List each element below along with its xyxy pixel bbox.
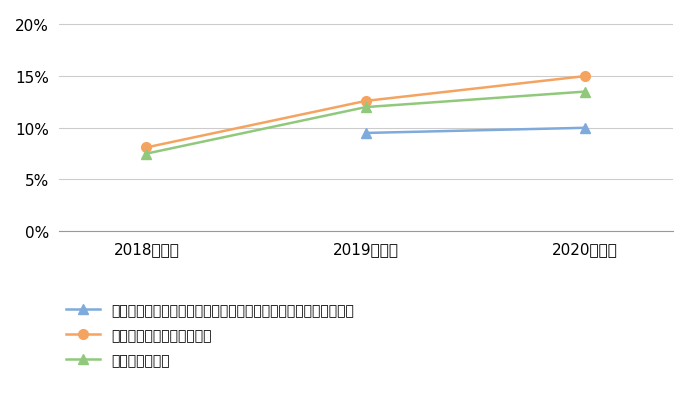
Line: 運動習慣の定着: 運動習慣の定着 xyxy=(142,88,590,159)
Line: メンタルヘルスやがんの予防などの健康保持・増進に関する教育: メンタルヘルスやがんの予防などの健康保持・増進に関する教育 xyxy=(361,123,590,138)
メンタルヘルスやがんの予防などの健康保持・増進に関する教育 xyxy=(362,131,370,136)
運動習慣の定着 xyxy=(362,105,370,110)
コミュニケーションの促進 xyxy=(581,74,590,79)
コミュニケーションの促進 xyxy=(362,99,370,104)
運動習慣の定着 xyxy=(581,90,590,95)
Line: コミュニケーションの促進: コミュニケーションの促進 xyxy=(142,72,590,153)
メンタルヘルスやがんの予防などの健康保持・増進に関する教育 xyxy=(581,126,590,131)
コミュニケーションの促進 xyxy=(142,146,151,151)
Legend: メンタルヘルスやがんの予防などの健康保持・増進に関する教育, コミュニケーションの促進, 運動習慣の定着: メンタルヘルスやがんの予防などの健康保持・増進に関する教育, コミュニケーション… xyxy=(65,304,354,368)
運動習慣の定着 xyxy=(142,152,151,157)
